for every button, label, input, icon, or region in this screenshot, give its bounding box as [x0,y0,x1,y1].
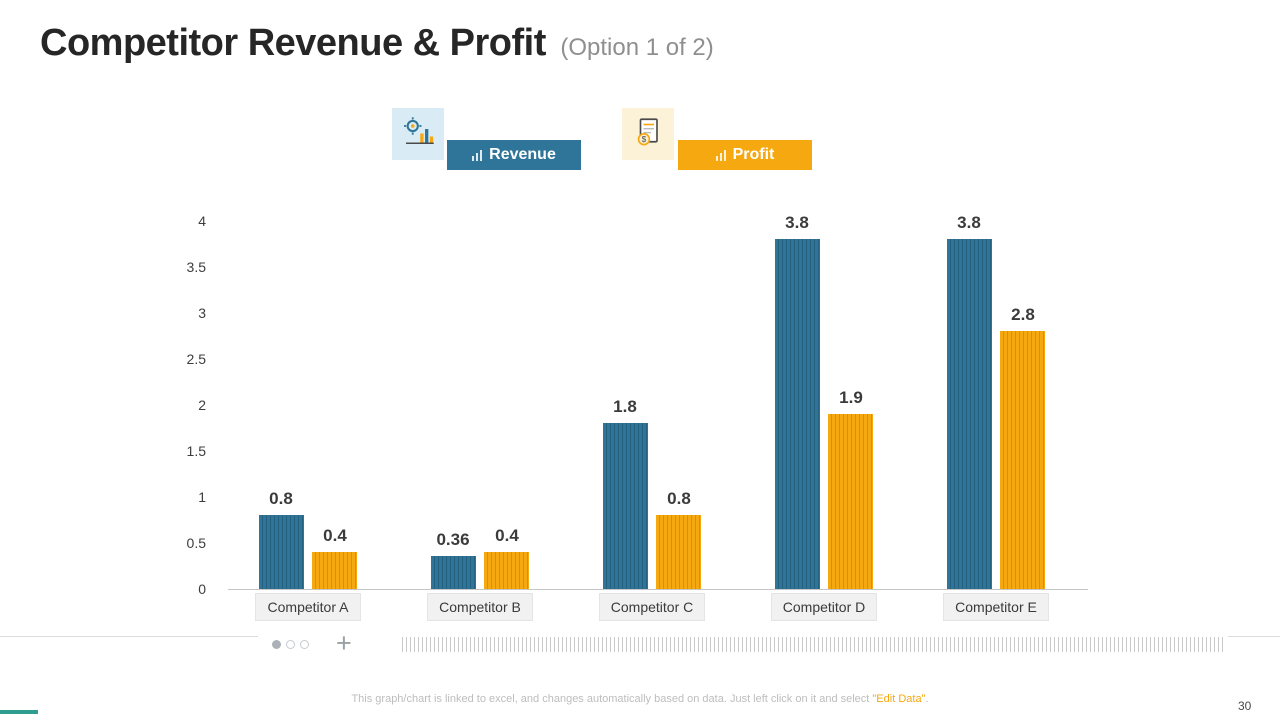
page-number: 30 [1238,699,1252,713]
profit-value-label: 0.8 [667,489,691,508]
page-title: Competitor Revenue & Profit [40,22,546,64]
revenue-icon-box [392,108,444,160]
svg-text:$: $ [642,134,647,144]
profit-value-label: 0.4 [323,526,347,545]
profit-bar[interactable] [484,552,529,589]
divider-line-left [0,636,258,637]
legend-revenue-button[interactable]: Revenue [447,140,581,170]
plus-icon: + [336,628,352,658]
category-label: Competitor A [255,593,361,621]
profit-value-label: 1.9 [839,388,863,407]
profit-icon-box: $ [622,108,674,160]
bar-group-competitor-b: 0.36 0.4 Competitor B [427,221,533,621]
bar-group-competitor-c: 1.8 0.8 Competitor C [599,221,705,621]
legend-profit-label: Profit [732,146,775,163]
profit-value-label: 2.8 [1011,305,1035,324]
footer-edit-data-highlight: "Edit Data" [872,693,926,705]
revenue-bar[interactable] [775,239,820,589]
y-tick-label: 1 [198,489,206,505]
revenue-bar[interactable] [431,556,476,589]
revenue-bar[interactable] [947,239,992,589]
category-label: Competitor B [427,593,533,621]
category-label: Competitor D [771,593,877,621]
bar-group-competitor-a: 0.8 0.4 Competitor A [255,221,361,621]
category-label: Competitor C [599,593,705,621]
slide-dots-indicator [272,640,309,649]
dot-icon [272,640,281,649]
profit-value-label: 0.4 [495,526,519,545]
revenue-value-label: 0.8 [269,489,293,508]
bar-group-competitor-e: 3.8 2.8 Competitor E [943,213,1049,621]
profit-bar[interactable] [828,414,873,589]
footer-note-text: This graph/chart is linked to excel, and… [351,693,873,705]
bar-group-competitor-d: 3.8 1.9 Competitor D [771,213,877,621]
bar-chart[interactable]: 0.8 0.4 Competitor A 0.36 0.4 Competitor B 1.8… [230,213,1085,621]
document-dollar-icon: $ [630,114,666,155]
x-axis-line [228,589,1088,590]
corner-accent-bar [0,710,38,714]
y-tick-label: 1.5 [186,443,206,459]
y-tick-label: 4 [198,213,206,229]
legend-revenue-label: Revenue [489,146,556,163]
footer-note: This graph/chart is linked to excel, and… [0,693,1280,705]
page-subtitle: (Option 1 of 2) [560,34,714,61]
profit-bar[interactable] [656,515,701,589]
y-tick-label: 0.5 [186,535,206,551]
mini-bar-chart-icon [715,149,726,161]
revenue-bar[interactable] [259,515,304,589]
dot-icon [300,640,309,649]
profit-bar[interactable] [1000,331,1045,589]
y-tick-label: 2 [198,397,206,413]
category-label: Competitor E [943,593,1049,621]
revenue-bar[interactable] [603,423,648,589]
y-tick-label: 0 [198,581,206,597]
legend-profit-button[interactable]: Profit [678,140,812,170]
mini-bar-chart-icon [472,149,483,161]
divider-line-right [1228,636,1280,637]
revenue-value-label: 0.36 [436,530,470,549]
dot-icon [286,640,295,649]
revenue-value-label: 1.8 [613,397,637,416]
gear-chart-analysis-icon [400,114,436,155]
y-axis: 0 0.5 1 1.5 2 2.5 3 3.5 4 [158,213,206,597]
revenue-value-label: 3.8 [785,213,809,232]
revenue-value-label: 3.8 [957,213,981,232]
title-row: Competitor Revenue & Profit (Option 1 of… [40,22,714,65]
footer-note-period: . [925,693,929,705]
y-tick-label: 3.5 [186,259,206,275]
y-tick-label: 2.5 [186,351,206,367]
profit-bar[interactable] [312,552,357,589]
ruler-tick-strip [402,637,1224,652]
y-tick-label: 3 [198,305,206,321]
